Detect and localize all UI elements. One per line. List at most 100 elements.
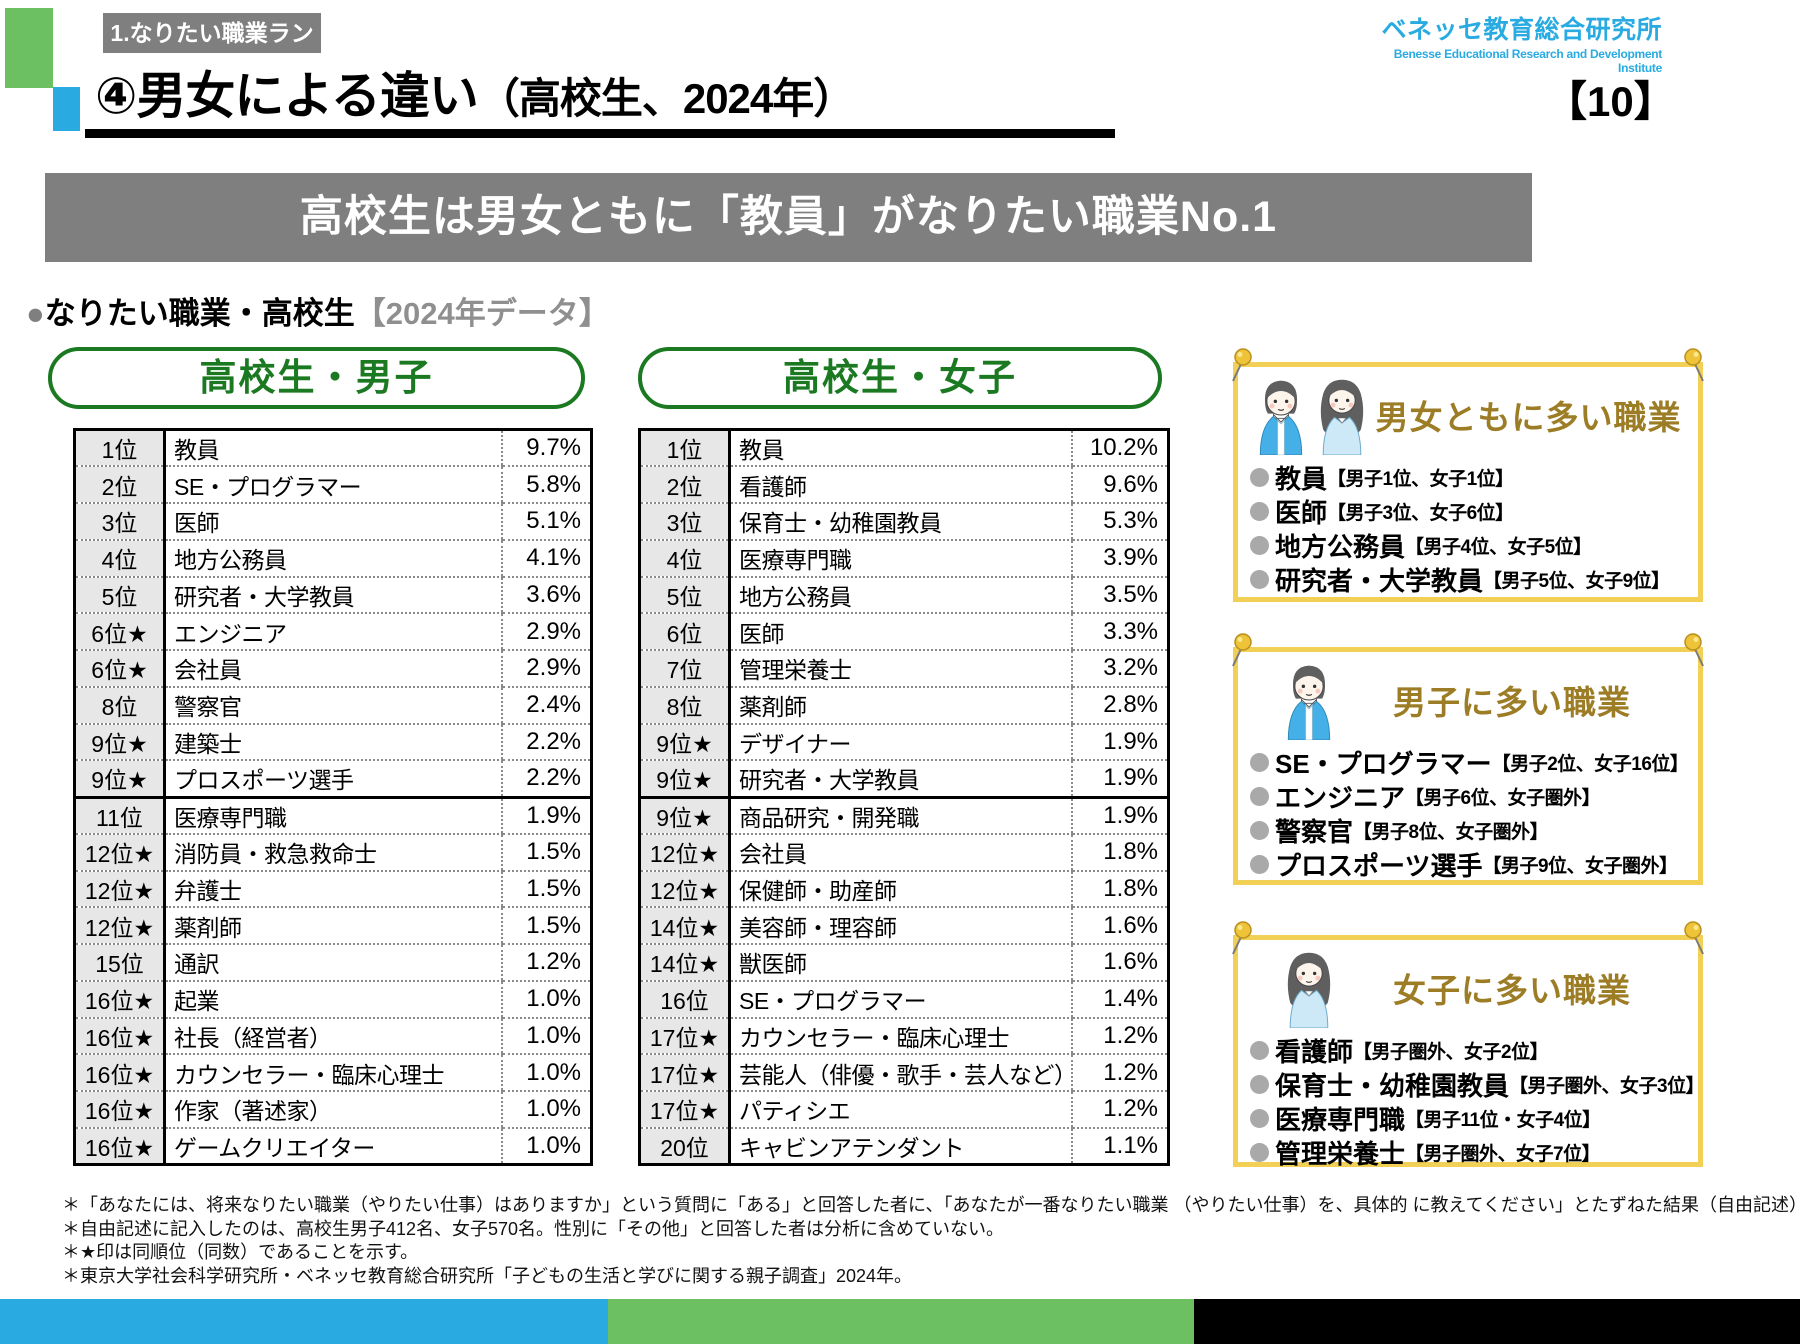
boys-table-row: 12位★ 薬剤師 1.5% (74, 907, 592, 945)
job-list-item: 警察官 【男子8位、女子圏外】 (1250, 813, 1692, 847)
girls-table-row: 17位★ パティシエ 1.2% (639, 1091, 1169, 1129)
rank-cell: 12位★ (74, 907, 166, 945)
percent-cell: 9.6% (1070, 466, 1169, 504)
boys-table-row: 5位 研究者・大学教員 3.6% (74, 576, 592, 615)
rank-cell: 6位★ (74, 650, 166, 688)
percent-cell: 1.5% (500, 870, 592, 909)
girls-table-row: 14位★ 美容師・理容師 1.6% (639, 907, 1169, 945)
percent-cell: 1.9% (1070, 723, 1169, 762)
pushpin-icon (1684, 348, 1704, 382)
boys-table-title: 高校生・男子 (48, 347, 585, 409)
percent-cell: 1.2% (500, 944, 592, 982)
bullet-icon (1250, 854, 1269, 874)
boys-table-row: 12位★ 弁護士 1.5% (74, 870, 592, 909)
boy-avatar-icon (1259, 380, 1303, 455)
job-list-item: エンジニア 【男子6位、女子圏外】 (1250, 779, 1692, 813)
job-list-item: 医療専門職 【男子11位・女子4位】 (1250, 1101, 1692, 1135)
boys-jobs-box: 男子に多い職業 SE・プログラマー 【男子2位、女子16位】 エンジニア 【男子… (1232, 633, 1704, 885)
boys-table-row: 16位★ ゲームクリエイター 1.0% (74, 1127, 592, 1165)
job-list-item: 地方公務員 【男子4位、女子5位】 (1250, 528, 1692, 562)
percent-cell: 2.8% (1070, 686, 1169, 725)
job-cell: 美容師・理容師 (729, 907, 1072, 945)
rank-cell: 8位 (639, 686, 731, 725)
job-rank-detail: 【男子圏外、女子3位】 (1509, 1075, 1705, 1097)
job-cell: 通訳 (164, 944, 502, 982)
percent-cell: 1.6% (1070, 944, 1169, 982)
rank-cell: 8位 (74, 686, 166, 725)
job-cell: 消防員・救急救命士 (164, 833, 502, 872)
job-rank-detail: 【男子6位、女子圏外】 (1405, 787, 1601, 809)
rank-cell: 9位★ (639, 723, 731, 762)
rank-cell: 12位★ (639, 833, 731, 872)
girls-table-row: 4位 医療専門職 3.9% (639, 539, 1169, 578)
girl-avatar-icon (1320, 379, 1364, 455)
rank-cell: 9位★ (74, 760, 166, 799)
job-cell: 医療専門職 (729, 539, 1072, 578)
bullet-icon (1250, 1108, 1269, 1128)
job-cell: 警察官 (164, 686, 502, 725)
percent-cell: 1.9% (500, 797, 592, 835)
rank-cell: 12位★ (74, 833, 166, 872)
girls-table-row: 6位 医師 3.3% (639, 613, 1169, 651)
rank-cell: 1位 (74, 429, 166, 468)
girls-table-row: 12位★ 会社員 1.8% (639, 833, 1169, 872)
percent-cell: 2.9% (500, 613, 592, 651)
percent-cell: 3.2% (1070, 650, 1169, 688)
job-cell: ゲームクリエイター (174, 1134, 375, 1161)
boys-table-row: 4位 地方公務員 4.1% (74, 539, 592, 578)
job-cell: プロスポーツ選手 (164, 760, 502, 799)
bullet-icon (1250, 501, 1269, 521)
girls-table-row: 8位 薬剤師 2.8% (639, 686, 1169, 725)
page-title: ④男女による違い（高校生、2024年） (95, 56, 855, 128)
job-cell: 薬剤師 (729, 686, 1072, 725)
girls-table-row: 9位★ 商品研究・開発職 1.9% (639, 797, 1169, 835)
job-cell: カウンセラー・臨床心理士 (164, 1054, 502, 1092)
bullet-icon (1250, 467, 1269, 487)
girls-table-title: 高校生・女子 (638, 347, 1162, 409)
job-name: 警察官 (1275, 816, 1354, 847)
job-name: 地方公務員 (1275, 531, 1406, 562)
job-cell: 建築士 (164, 723, 502, 762)
rank-cell: 3位 (639, 503, 731, 541)
bullet-icon (1250, 752, 1269, 772)
bullet-icon (1250, 820, 1269, 840)
percent-cell: 1.0% (500, 1054, 592, 1092)
rank-cell: 16位 (639, 980, 731, 1019)
common-jobs-box-title: 男女ともに多い職業 (1375, 399, 1682, 436)
percent-cell: 3.9% (1070, 539, 1169, 578)
job-cell: 地方公務員 (729, 576, 1072, 615)
girls-table-row: 17位★ カウンセラー・臨床心理士 1.2% (639, 1017, 1169, 1056)
bullet-icon (1250, 1040, 1269, 1060)
boys-table-row: 6位★ 会社員 2.9% (74, 650, 592, 688)
percent-cell: 1.9% (1070, 797, 1169, 835)
job-rank-detail: 【男子9位、女子圏外】 (1482, 855, 1678, 877)
job-cell: デザイナー (729, 723, 1072, 762)
girls-table-row: 20位 キャビンアテンダント 1.1% (639, 1127, 1169, 1165)
boys-table-row: 15位 通訳 1.2% (74, 944, 592, 982)
rank-cell: 17位★ (639, 1091, 731, 1129)
section-label-main: なりたい職業・高校生 (44, 296, 355, 331)
job-name: 教員 (1275, 463, 1328, 494)
footer-bar-black (1194, 1299, 1800, 1344)
percent-cell: 1.0% (500, 1017, 592, 1056)
footnote-line: ＊★印は同順位（同数）であることを示す。 (62, 1242, 419, 1262)
girls-table-row: 7位 管理栄養士 3.2% (639, 650, 1169, 688)
job-cell: 獣医師 (729, 944, 1072, 982)
rank-cell: 4位 (639, 539, 731, 578)
rank-cell: 14位★ (639, 907, 731, 945)
percent-cell: 1.6% (1070, 907, 1169, 945)
job-cell: 薬剤師 (164, 907, 502, 945)
footnote-line: ＊「あなたには、将来なりたい職業（やりたい仕事）はありますか」という質問に「ある… (62, 1195, 1800, 1215)
rank-cell: 16位★ (74, 980, 166, 1019)
job-rank-detail: 【男子5位、女子9位】 (1483, 570, 1670, 592)
job-cell: 地方公務員 (164, 539, 502, 578)
girls-table-row: 16位 SE・プログラマー 1.4% (639, 980, 1169, 1019)
girls-jobs-box: 女子に多い職業 看護師 【男子圏外、女子2位】 保育士・幼稚園教員 【男子圏外、… (1232, 921, 1705, 1169)
job-rank-detail: 【男子8位、女子圏外】 (1353, 821, 1549, 843)
boy-avatar (1280, 660, 1338, 740)
job-cell: 社長（経営者） (164, 1017, 502, 1056)
rank-cell: 7位 (639, 650, 731, 688)
rank-cell: 2位 (74, 466, 166, 504)
boys-table-row: 9位★ プロスポーツ選手 2.2% (74, 760, 592, 799)
